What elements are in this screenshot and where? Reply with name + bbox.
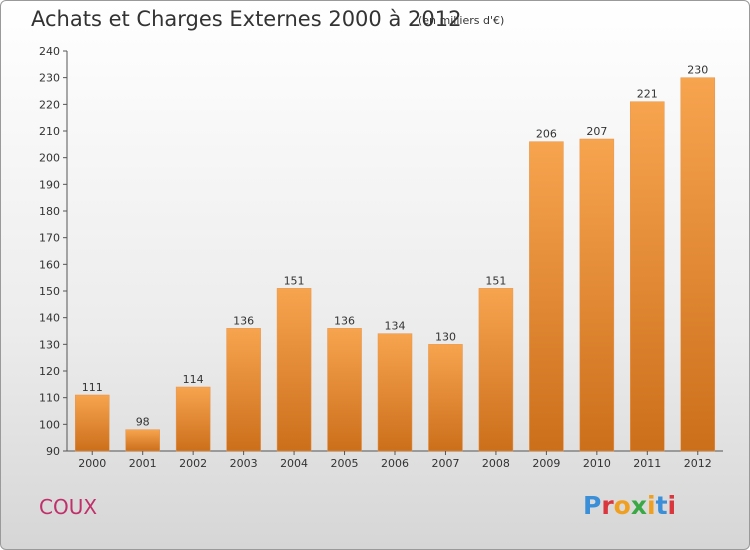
y-tick-label: 150 bbox=[39, 285, 60, 298]
x-tick-label: 2011 bbox=[633, 457, 661, 470]
bar-value-label: 206 bbox=[536, 128, 557, 141]
bar-2005 bbox=[327, 328, 362, 452]
x-tick-label: 2012 bbox=[684, 457, 712, 470]
logo-letter: i bbox=[647, 491, 656, 520]
logo-letter: t bbox=[655, 491, 668, 520]
x-tick-label: 2005 bbox=[331, 457, 359, 470]
y-tick-label: 160 bbox=[39, 258, 60, 271]
bar-value-label: 136 bbox=[334, 314, 355, 327]
bar-2010 bbox=[579, 138, 615, 452]
y-tick-label: 220 bbox=[39, 98, 60, 111]
bar-value-label: 207 bbox=[586, 125, 607, 138]
chart-title: Achats et Charges Externes 2000 à 2012 bbox=[31, 7, 462, 31]
bar-2000 bbox=[74, 394, 110, 452]
bar-2012 bbox=[680, 77, 716, 452]
y-tick-label: 100 bbox=[39, 418, 60, 431]
bar-value-label: 151 bbox=[485, 274, 506, 287]
proxiti-logo[interactable]: Proxiti bbox=[583, 491, 676, 520]
y-axis: 90 100 110 120 130 140 150 160 170 180 190 200 210 22… bbox=[39, 45, 723, 458]
bar-value-label: 114 bbox=[183, 373, 204, 386]
x-tick-label: 2007 bbox=[431, 457, 459, 470]
y-tick-label: 170 bbox=[39, 232, 60, 245]
commune-name: COUX bbox=[39, 495, 98, 519]
x-tick-label: 2000 bbox=[78, 457, 106, 470]
y-tick-label: 240 bbox=[39, 45, 60, 58]
y-tick-label: 180 bbox=[39, 205, 60, 218]
logo-letter: o bbox=[613, 491, 631, 520]
bar-2002 bbox=[175, 386, 211, 452]
bar-2007 bbox=[428, 344, 463, 452]
bar-value-label: 134 bbox=[385, 320, 406, 333]
x-axis: 2000 2001 2002 2003 2004 2005 2006 2007 2008 2009… bbox=[78, 451, 712, 470]
y-tick-label: 120 bbox=[39, 365, 60, 378]
x-tick-label: 2001 bbox=[129, 457, 157, 470]
y-tick-label: 130 bbox=[39, 338, 60, 351]
bar-value-label: 130 bbox=[435, 330, 456, 343]
x-tick-label: 2006 bbox=[381, 457, 409, 470]
logo-letter: r bbox=[601, 491, 614, 520]
bar-value-label: 136 bbox=[233, 314, 254, 327]
bar-2008 bbox=[478, 288, 514, 452]
bar-value-label: 221 bbox=[637, 88, 658, 101]
logo-letter: x bbox=[630, 491, 647, 520]
bar-value-label: 98 bbox=[136, 416, 150, 429]
bar-value-label: 151 bbox=[284, 274, 305, 287]
bar-2001 bbox=[125, 429, 160, 452]
x-tick-label: 2002 bbox=[179, 457, 207, 470]
x-tick-label: 2004 bbox=[280, 457, 308, 470]
y-tick-label: 190 bbox=[39, 178, 60, 191]
y-tick-label: 230 bbox=[39, 72, 60, 85]
x-tick-label: 2009 bbox=[532, 457, 560, 470]
logo-letter: i bbox=[667, 491, 677, 520]
bar-2004 bbox=[276, 288, 312, 452]
bar-value-label: 230 bbox=[687, 64, 708, 77]
bar-2003 bbox=[226, 328, 261, 452]
bar-2006 bbox=[377, 333, 413, 452]
y-tick-label: 110 bbox=[39, 392, 60, 405]
y-tick-label: 200 bbox=[39, 152, 60, 165]
bar-2009 bbox=[529, 141, 564, 452]
chart-subtitle: (en milliers d'€) bbox=[418, 14, 505, 27]
x-tick-label: 2003 bbox=[230, 457, 258, 470]
bars: 111 98 114 136 151 136 134 130 151 206 207 221 230 bbox=[74, 64, 716, 452]
y-tick-label: 140 bbox=[39, 312, 60, 325]
y-tick-label: 210 bbox=[39, 125, 60, 138]
x-tick-label: 2008 bbox=[482, 457, 510, 470]
bar-2011 bbox=[630, 101, 665, 452]
y-tick-label: 90 bbox=[46, 445, 60, 458]
logo-letter: P bbox=[583, 491, 602, 520]
x-tick-label: 2010 bbox=[583, 457, 611, 470]
bar-value-label: 111 bbox=[82, 381, 103, 394]
